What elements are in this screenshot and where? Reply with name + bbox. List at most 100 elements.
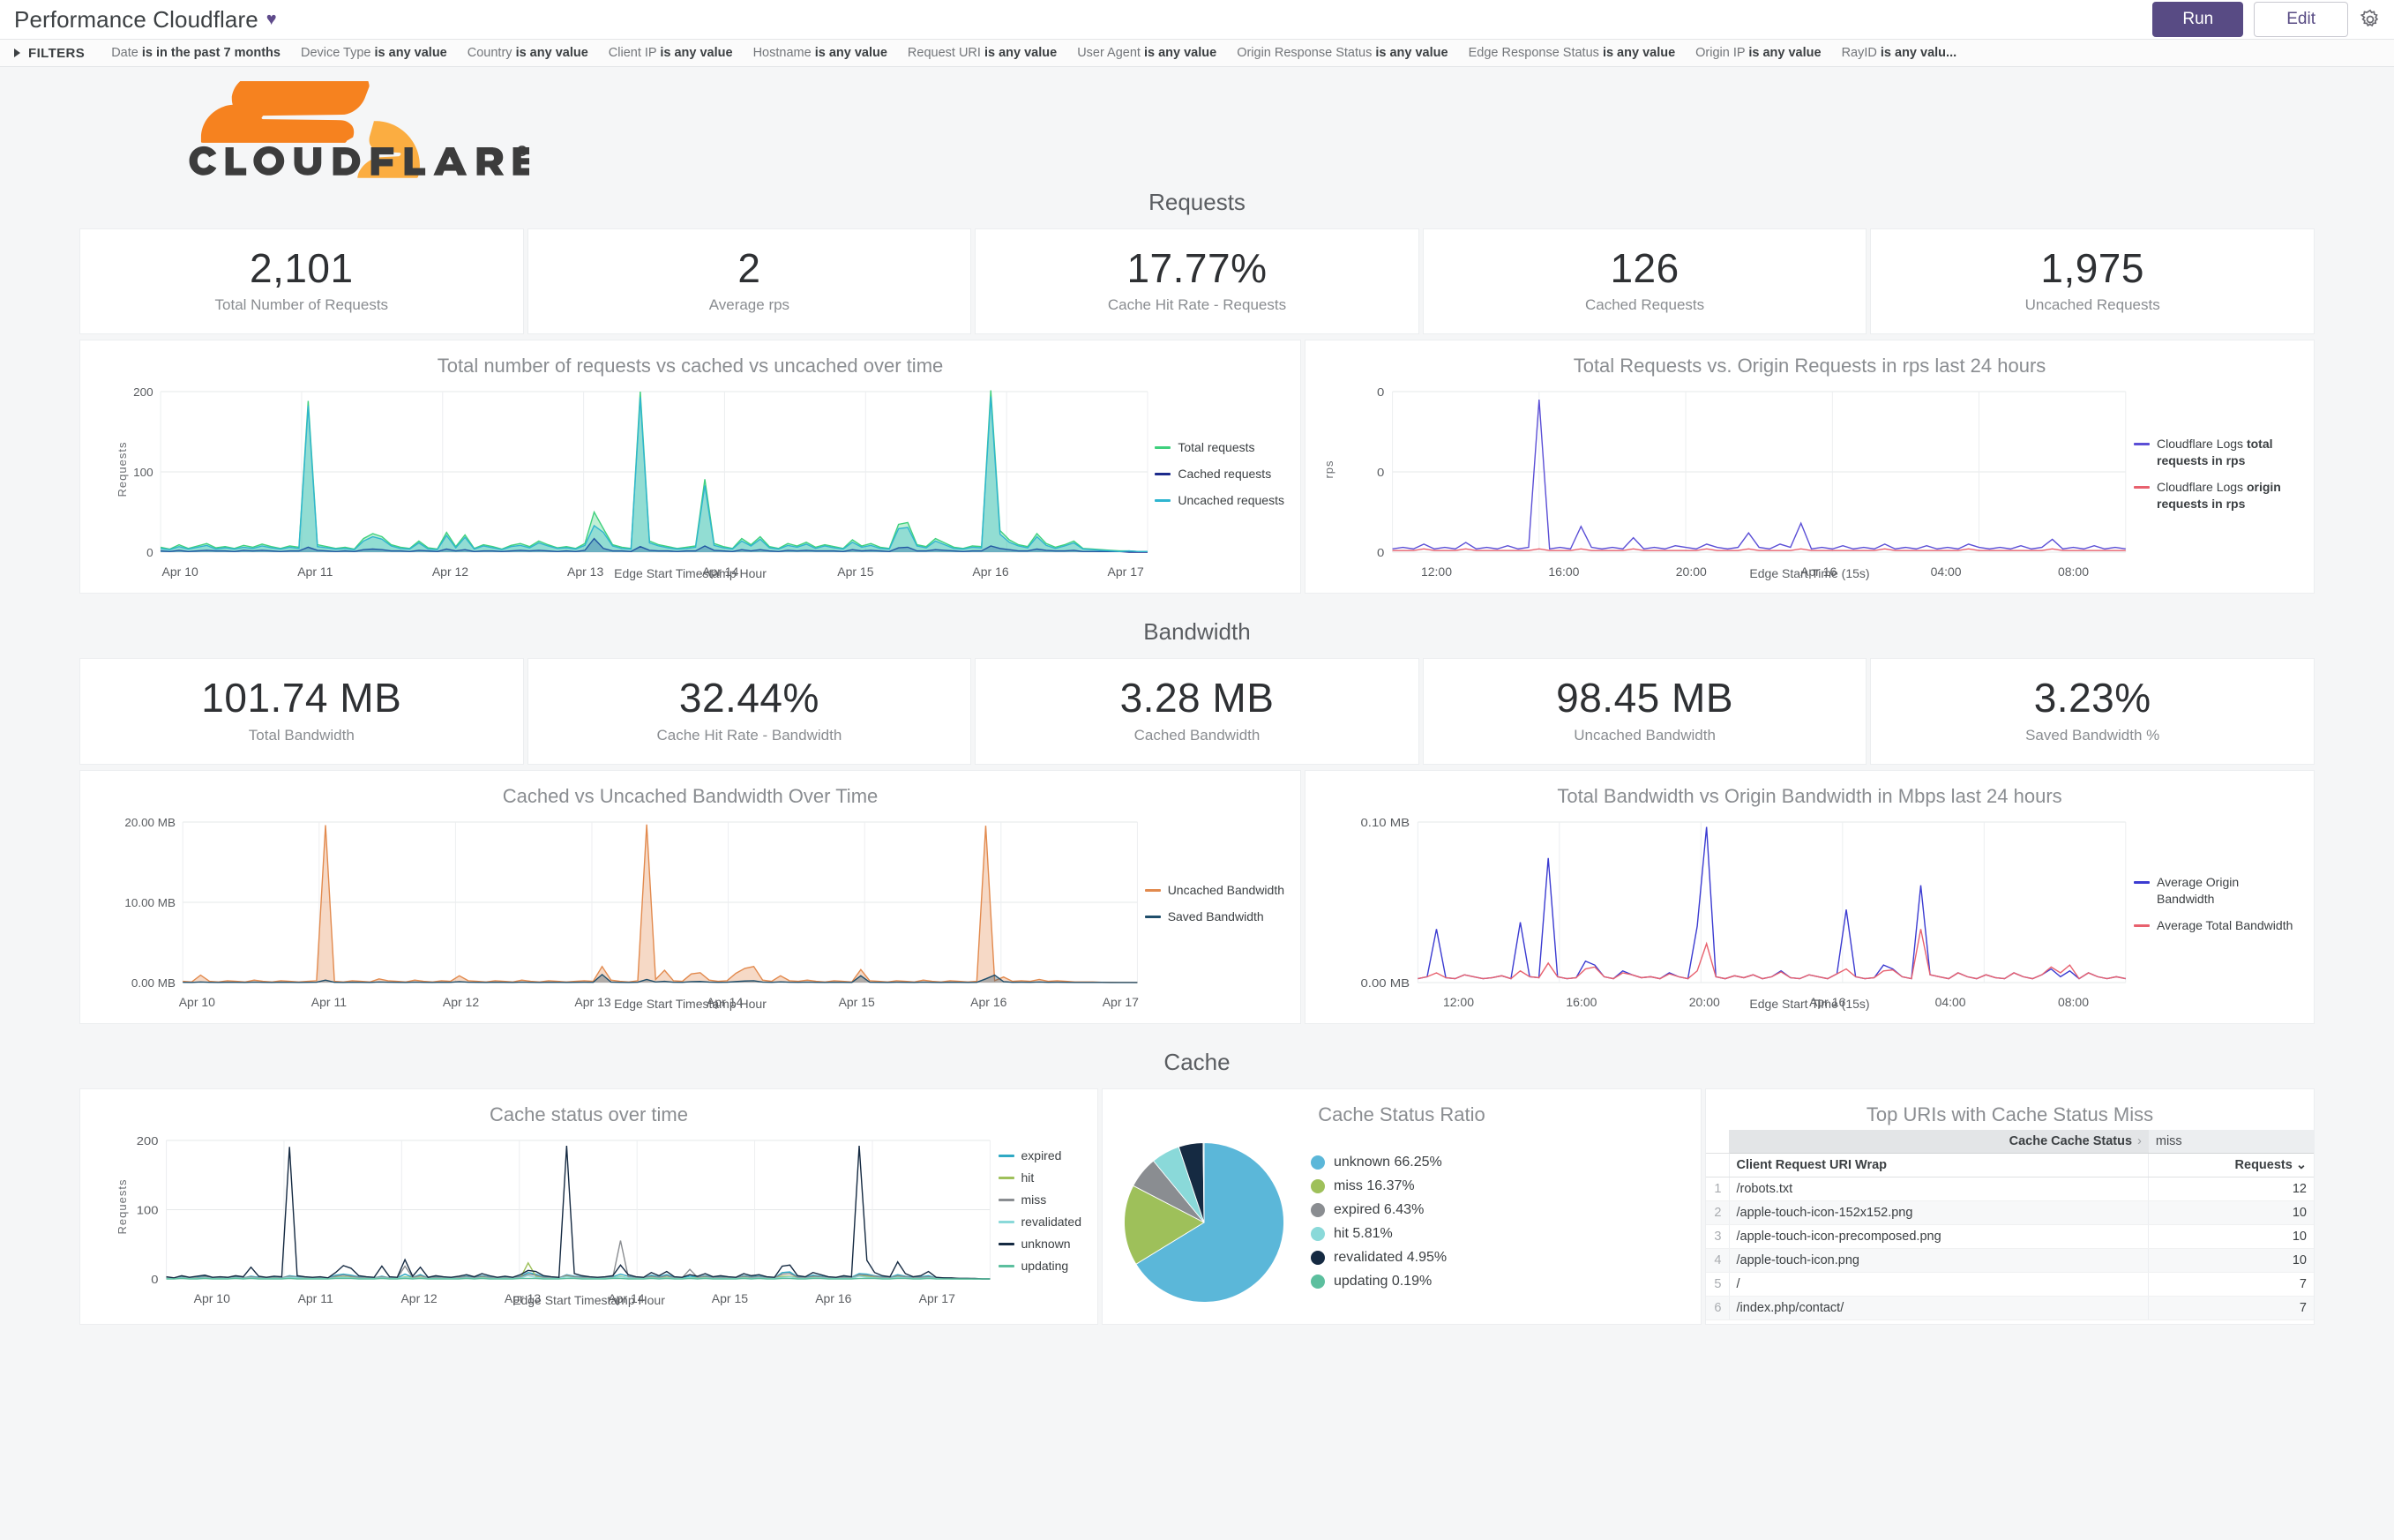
kpi-label: Cache Hit Rate - Bandwidth: [656, 726, 842, 744]
chart-panel-bandwidth-mbps-24h: Total Bandwidth vs Origin Bandwidth in M…: [1305, 769, 2315, 1024]
gear-icon[interactable]: [2359, 8, 2382, 31]
kpi-label: Cache Hit Rate - Requests: [1107, 296, 1287, 314]
chart-legend: Total requests Cached requests Uncached …: [1155, 381, 1284, 557]
kpi-label: Cached Requests: [1585, 296, 1705, 314]
x-tick-label: Apr 17: [919, 1291, 955, 1305]
legend-swatch: [1155, 472, 1171, 475]
x-axis-title: Edge Start Timestamp Hour: [614, 566, 767, 581]
filter-chip-client-ip[interactable]: Client IP is any value: [608, 46, 733, 60]
table-row[interactable]: 5/7: [1706, 1272, 2314, 1297]
legend-swatch: [1144, 916, 1161, 919]
legend-label: Uncached requests: [1178, 492, 1284, 507]
x-tick-label: 04:00: [1931, 564, 1962, 579]
kpi-value: 17.77%: [1126, 245, 1268, 291]
legend-swatch: [1311, 1227, 1325, 1242]
x-axis: 12:00 16:00 20:00 Apr 16 04:00 08:00: [1443, 995, 2089, 1009]
legend-swatch: [1155, 445, 1171, 449]
x-tick-label: 12:00: [1421, 564, 1452, 579]
legend-swatch: [1144, 889, 1161, 893]
chart-panel-cache-status-ratio: Cache Status Ratio unknown 66.25% miss 1…: [1102, 1088, 1702, 1325]
chart-title: Cache Status Ratio: [1318, 1103, 1485, 1125]
row-uri: /apple-touch-icon.png: [1729, 1248, 2149, 1273]
top-bar: Performance Cloudflare ♥ Run Edit: [0, 0, 2394, 39]
kpi-value: 3.23%: [2033, 675, 2151, 721]
kpi-value: 2: [737, 245, 761, 291]
legend-swatch: [1311, 1251, 1325, 1266]
y-tick-label: 10.00 MB: [124, 896, 176, 909]
x-tick-label: 12:00: [1443, 995, 1474, 1009]
kpi-cached-bandwidth: 3.28 MB Cached Bandwidth: [975, 658, 1419, 765]
section-title-cache: Cache: [1163, 1048, 1231, 1075]
kpi-value: 126: [1610, 245, 1680, 291]
filter-chip-origin-ip[interactable]: Origin IP is any value: [1695, 46, 1822, 60]
legend-swatch: [1311, 1275, 1325, 1290]
filter-chip-user-agent[interactable]: User Agent is any value: [1077, 46, 1217, 60]
table-row[interactable]: 2/apple-touch-icon-152x152.png 10: [1706, 1200, 2314, 1225]
filter-chip-country[interactable]: Country is any value: [467, 46, 588, 60]
legend-swatch: [2134, 485, 2150, 489]
edit-button[interactable]: Edit: [2254, 2, 2348, 37]
table-row[interactable]: 1/robots.txt 12: [1706, 1177, 2314, 1201]
y-tick-label: 20.00 MB: [124, 816, 176, 829]
legend-label: Cached requests: [1178, 466, 1272, 481]
filter-chip-rayid[interactable]: RayID is any valu...: [1841, 46, 1957, 60]
filters-toggle[interactable]: FILTERS: [14, 46, 85, 61]
page-title: Performance Cloudflare ♥: [14, 6, 277, 34]
panel-top-uris-table: Top URIs with Cache Status Miss Cache Ca…: [1705, 1088, 2315, 1325]
x-tick-label: Apr 16: [1809, 995, 1845, 1009]
section-title-requests: Requests: [1148, 189, 1246, 215]
row-uri: /apple-touch-icon-152x152.png: [1729, 1200, 2149, 1225]
legend-swatch: [998, 1199, 1014, 1202]
x-tick-label: Apr 16: [970, 995, 1006, 1009]
filter-chip-request-uri[interactable]: Request URI is any value: [907, 46, 1058, 60]
legend-label: revalidated 4.95%: [1334, 1250, 1448, 1266]
kpi-total-bandwidth: 101.74 MB Total Bandwidth: [79, 658, 524, 765]
run-button[interactable]: Run: [2152, 2, 2244, 37]
legend-label: updating 0.19%: [1334, 1274, 1433, 1290]
table-column-header-row: Client Request URI Wrap Requests ⌄: [1706, 1153, 2314, 1177]
chart-title: Cache status over time: [490, 1103, 688, 1125]
legend-swatch: [998, 1221, 1014, 1224]
column-header-requests[interactable]: Requests ⌄: [2148, 1153, 2314, 1177]
dashboard-title-text: Performance Cloudflare: [14, 5, 258, 33]
chart-canvas: 0 100 200: [133, 386, 1155, 559]
column-header-uri[interactable]: Client Request URI Wrap: [1728, 1153, 2149, 1177]
chart-legend: Cloudflare Logs total requests in rps Cl…: [2134, 381, 2298, 557]
pie-chart: [1124, 1141, 1284, 1303]
x-axis-title: Edge Start Timestamp Hour: [512, 1292, 665, 1307]
group-header-cache-status[interactable]: Cache Cache Status ›: [1729, 1129, 2149, 1154]
table-row[interactable]: 3/apple-touch-icon-precomposed.png 10: [1706, 1224, 2314, 1249]
filter-chip-origin-response-status[interactable]: Origin Response Status is any value: [1237, 46, 1448, 60]
legend-swatch: [1311, 1155, 1325, 1170]
row-uri: /apple-touch-icon-precomposed.png: [1729, 1224, 2149, 1249]
filter-chip-date[interactable]: Date is in the past 7 months: [111, 46, 281, 60]
x-tick-label: Apr 11: [311, 995, 347, 1009]
legend-label: unknown 66.25%: [1334, 1155, 1442, 1170]
pie-slice[interactable]: [1202, 1141, 1205, 1222]
table-body: 1/robots.txt 12 2/apple-touch-icon-152x152…: [1706, 1177, 2314, 1320]
cloudflare-logo: R: [168, 44, 537, 185]
kpi-label: Average rps: [708, 296, 790, 314]
x-tick-label: Apr 17: [1108, 564, 1144, 579]
legend-label: hit: [1021, 1170, 1035, 1185]
filter-chip-edge-response-status[interactable]: Edge Response Status is any value: [1468, 46, 1676, 60]
table-row[interactable]: 4/apple-touch-icon.png 10: [1706, 1248, 2314, 1273]
filter-chip-device-type[interactable]: Device Type is any value: [300, 46, 447, 60]
pie-slice[interactable]: [1124, 1185, 1205, 1265]
svg-text:R: R: [520, 148, 524, 155]
filter-chip-hostname[interactable]: Hostname is any value: [752, 46, 887, 60]
chart-canvas: 0.00 MB 10.00 MB 20.00 MB: [124, 816, 1145, 990]
pie-slice[interactable]: [1135, 1141, 1284, 1303]
kpi-value: 3.28 MB: [1119, 675, 1275, 721]
x-axis: Apr 10 Apr 11 Apr 12 Apr 13 Apr 14 Apr 15 Apr …: [162, 564, 1144, 579]
kpi-saved-bandwidth-pct: 3.23% Saved Bandwidth %: [1870, 658, 2315, 765]
heart-icon[interactable]: ♥: [266, 10, 277, 29]
x-tick-label: Apr 11: [297, 564, 333, 579]
kpi-cache-hit-rate-bandwidth: 32.44% Cache Hit Rate - Bandwidth: [527, 658, 972, 765]
table-row[interactable]: 6/index.php/contact/7: [1706, 1296, 2314, 1320]
legend-label: expired 6.43%: [1334, 1202, 1425, 1218]
x-tick-label: Apr 17: [1103, 995, 1139, 1009]
chevron-right-icon: [14, 49, 20, 57]
chart-legend: expired hit miss revalidated unknown upd…: [998, 1130, 1082, 1284]
legend-item: expired: [998, 1148, 1082, 1164]
